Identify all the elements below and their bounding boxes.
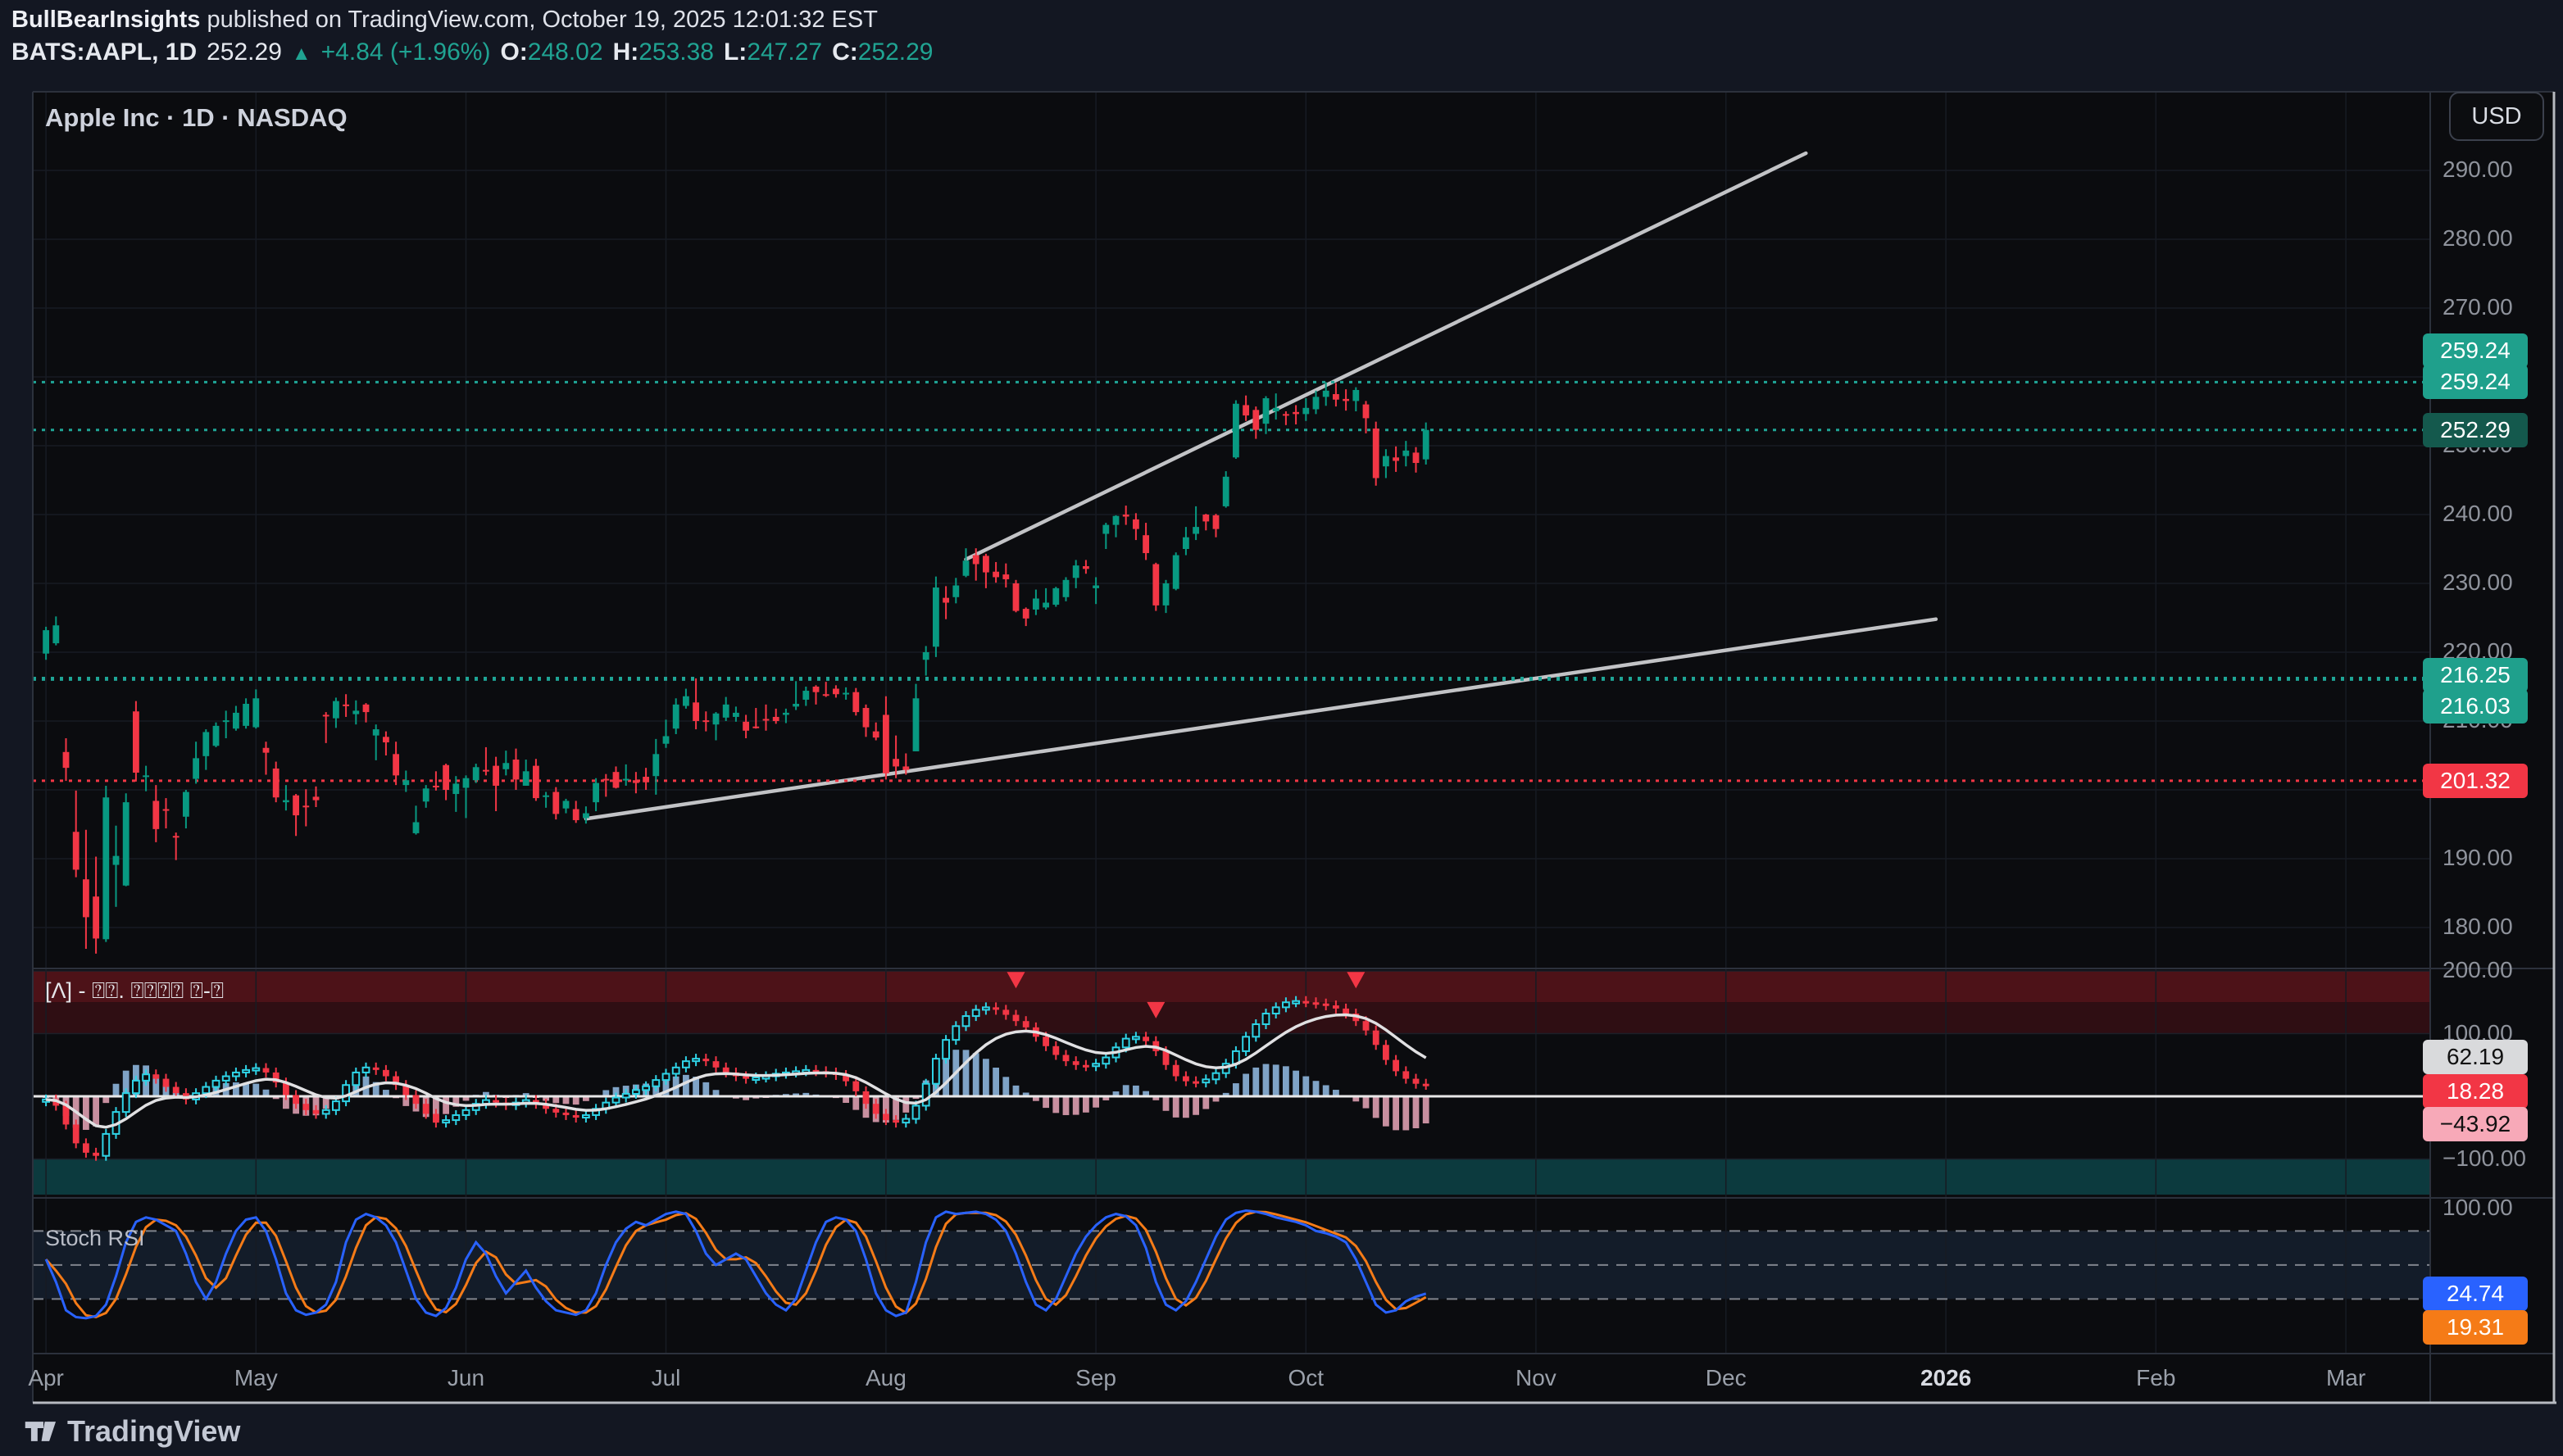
indicator-axis-label: 200.00 (2443, 957, 2513, 982)
price-axis-label: 270.00 (2443, 294, 2513, 320)
price-axis-label: 280.00 (2443, 225, 2513, 251)
publish-caption: BullBearInsights published on TradingVie… (11, 7, 878, 34)
time-axis-label: Feb (2136, 1365, 2176, 1390)
low-value: L:247.27 (723, 39, 823, 66)
author-name: BullBearInsights (11, 7, 201, 33)
symbol-ohlc-row: BATS:AAPL, 1D 252.29 ▲ +4.84 (+1.96%) O:… (11, 39, 934, 66)
time-axis-label: Nov (1515, 1365, 1556, 1390)
price-axis-label: 190.00 (2443, 845, 2513, 870)
publish-caption-text: published on TradingView.com, October 19… (200, 7, 878, 33)
stoch-axis-label: 100.00 (2443, 1194, 2513, 1220)
tradingview-brand: TradingView (21, 1413, 240, 1450)
footer-bar (0, 1405, 2563, 1456)
tradingview-brand-text: TradingView (67, 1414, 241, 1448)
axis-price-badge: 216.03 (2423, 689, 2528, 724)
time-axis-label: Sep (1075, 1365, 1116, 1390)
axis-price-badge: 62.19 (2423, 1040, 2528, 1075)
time-axis-label: Jul (651, 1365, 681, 1390)
symbol-label: BATS:AAPL, 1D (11, 39, 198, 66)
axis-price-badge: −43.92 (2423, 1106, 2528, 1141)
axis-price-badge: 259.24 (2423, 365, 2528, 400)
close-value: C:252.29 (832, 39, 934, 66)
tradingview-logo-icon (25, 1422, 57, 1441)
currency-button[interactable]: USD (2449, 92, 2544, 141)
price-axis-label: 230.00 (2443, 569, 2513, 595)
time-axis-label: Jun (447, 1365, 485, 1390)
axis-price-badge: 252.29 (2423, 412, 2528, 447)
axis-price-badge: 201.32 (2423, 763, 2528, 798)
price-axis-label: 180.00 (2443, 914, 2513, 939)
axis-price-badge: 216.25 (2423, 657, 2528, 692)
indicator-axis-label: −100.00 (2443, 1145, 2526, 1171)
axis-price-badge: 18.28 (2423, 1074, 2528, 1109)
chart-legend-title: Apple Inc · 1D · NASDAQ (45, 103, 348, 132)
price-axis-label: 240.00 (2443, 501, 2513, 526)
time-axis-label: Dec (1705, 1365, 1747, 1390)
time-axis-label: May (234, 1365, 278, 1390)
right-edge-strip (2556, 0, 2563, 1456)
time-axis-label: Oct (1288, 1365, 1325, 1390)
price-axis-label: 290.00 (2443, 156, 2513, 182)
last-price: 252.29 (207, 39, 282, 66)
time-axis-label: 2026 (1920, 1365, 1972, 1390)
up-arrow-icon: ▲ (291, 43, 311, 65)
time-axis-label: Apr (28, 1365, 64, 1390)
axis-price-badge: 259.24 (2423, 333, 2528, 369)
axis-price-badge: 19.31 (2423, 1310, 2528, 1345)
axis-price-badge: 24.74 (2423, 1276, 2528, 1311)
open-value: O:248.02 (500, 39, 603, 66)
price-change: +4.84 (+1.96%) (320, 39, 491, 66)
indicator-title: [Λ] - ⍰⍰. ⍰⍰⍰⍰ ⍰-⍰ (45, 978, 225, 1003)
high-value: H:253.38 (612, 39, 714, 66)
stoch-rsi-title: Stoch RSI (45, 1226, 145, 1250)
time-axis-label: Mar (2325, 1365, 2366, 1390)
time-axis-label: Aug (865, 1365, 907, 1390)
